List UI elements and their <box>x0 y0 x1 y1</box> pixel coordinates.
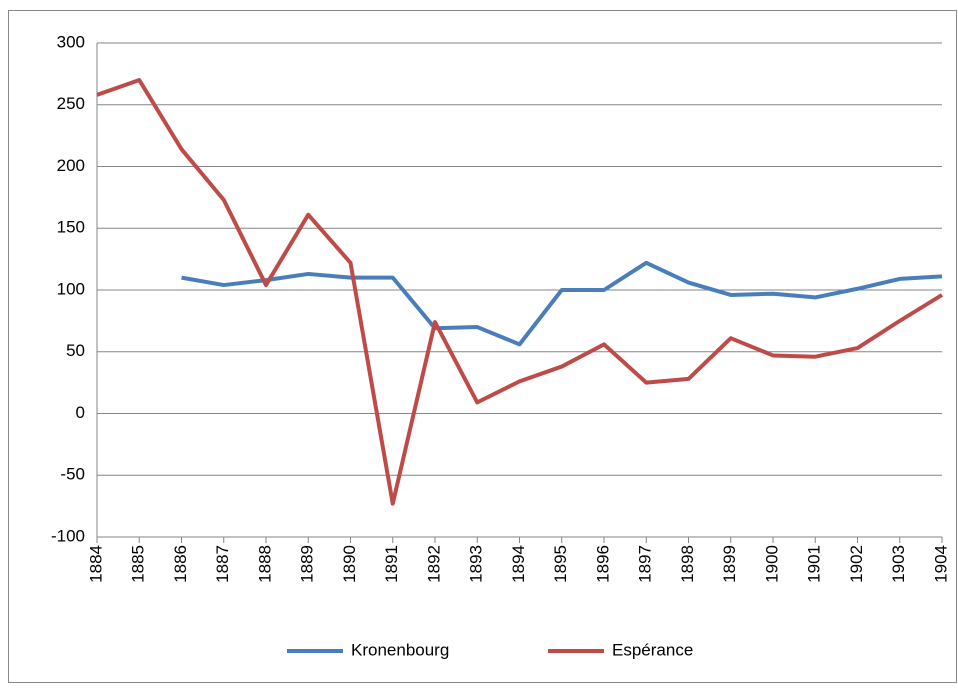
x-tick-label: 1897 <box>636 545 655 583</box>
series-line <box>96 78 944 506</box>
x-tick-label: 1896 <box>593 545 612 583</box>
y-tick-label: 300 <box>57 32 85 51</box>
x-tick-label: 1886 <box>171 545 190 583</box>
x-tick-label: 1893 <box>467 545 486 583</box>
x-tick-label: 1904 <box>931 545 950 583</box>
legend-label: Espérance <box>612 640 693 659</box>
x-tick-label: 1890 <box>340 545 359 583</box>
x-tick-label: 1899 <box>720 545 739 583</box>
series-line <box>181 260 943 347</box>
x-tick-label: 1902 <box>847 545 866 583</box>
y-tick-label: 250 <box>57 94 85 113</box>
legend-label: Kronenbourg <box>351 640 449 659</box>
x-tick-label: 1891 <box>382 545 401 583</box>
y-tick-label: -50 <box>60 465 85 484</box>
y-tick-label: 150 <box>57 218 85 237</box>
y-tick-label: 50 <box>66 341 85 360</box>
y-tick-label: 0 <box>76 403 85 422</box>
y-tick-label: 100 <box>57 279 85 298</box>
x-tick-label: 1888 <box>255 545 274 583</box>
x-tick-label: 1901 <box>805 545 824 583</box>
x-tick-label: 1894 <box>509 545 528 583</box>
x-tick-label: 1884 <box>86 545 105 583</box>
x-tick-label: 1895 <box>551 545 570 583</box>
x-tick-label: 1892 <box>424 545 443 583</box>
y-tick-label: 200 <box>57 156 85 175</box>
y-tick-label: -100 <box>51 526 85 545</box>
x-tick-label: 1903 <box>889 545 908 583</box>
x-tick-label: 1898 <box>678 545 697 583</box>
x-tick-label: 1900 <box>762 545 781 583</box>
x-tick-label: 1885 <box>129 545 148 583</box>
x-tick-label: 1889 <box>298 545 317 583</box>
x-tick-label: 1887 <box>213 545 232 583</box>
